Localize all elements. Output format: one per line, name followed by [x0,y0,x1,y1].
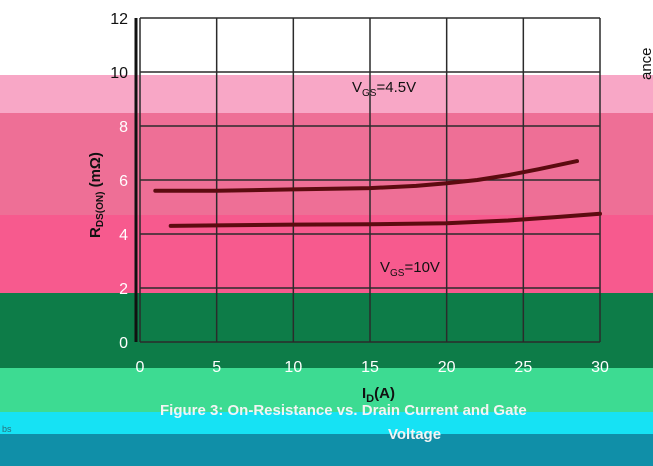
band-green [0,293,653,368]
band-top [0,0,653,75]
band-cyan [0,412,653,434]
y-tick-label: 10 [110,65,128,82]
y-tick-label: 8 [119,119,128,136]
figure-caption-line2: Voltage [388,426,442,443]
y-tick-label: 4 [119,227,128,244]
series-line-1 [168,211,602,228]
x-tick-label: 10 [284,359,302,376]
grid [134,17,601,343]
band-hot-pink [0,215,653,293]
series-lines [153,159,602,228]
x-axis-label: ID(A) [362,385,395,405]
y-tick-label: 12 [110,11,128,28]
band-mid-pink [0,113,653,215]
x-tick-label: 0 [136,359,145,376]
x-tick-label: 5 [212,359,221,376]
x-tick-label: 20 [438,359,456,376]
series-annotation-vgs10: VGS=10V [380,259,440,279]
y-tick-label: 0 [119,335,128,352]
series-annotation-vgs45: VGS=4.5V [352,79,416,99]
y-axis-label: RDS(ON) (mΩ) [87,152,106,238]
x-tick-label: 15 [361,359,379,376]
corner-text: bs [2,424,12,434]
tick-labels: 0 5 10 15 20 25 30 0 2 4 6 8 10 12 [110,11,609,376]
series-line-0 [153,159,579,193]
figure-caption: Figure 3: On-Resistance vs. Drain Curren… [160,402,527,419]
band-light-pink [0,75,653,113]
band-mint [0,368,653,412]
x-tick-label: 30 [591,359,609,376]
y-tick-label: 6 [119,173,128,190]
band-teal [0,434,653,466]
y-tick-label: 2 [119,281,128,298]
side-text: ance [638,47,653,80]
x-tick-label: 25 [514,359,532,376]
